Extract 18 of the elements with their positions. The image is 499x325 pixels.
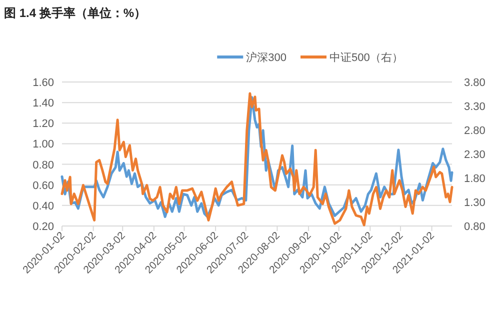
y-tick-label: 1.20 <box>32 118 54 130</box>
y-tick-label: 0.60 <box>32 180 54 192</box>
legend-label: 沪深300 <box>246 51 286 64</box>
y-tick-label: 1.60 <box>32 77 54 89</box>
y2-tick-label: 2.30 <box>464 149 486 161</box>
chart-title: 图 1.4 换手率（单位：%） <box>4 6 146 20</box>
y-tick-label: 0.40 <box>32 200 54 212</box>
y2-tick-label: 0.80 <box>464 221 486 233</box>
y-tick-label: 0.20 <box>32 221 54 233</box>
y2-tick-label: 1.30 <box>464 197 486 209</box>
y2-tick-label: 1.80 <box>464 173 486 185</box>
y2-tick-label: 2.80 <box>464 125 486 137</box>
y2-tick-label: 3.30 <box>464 101 486 113</box>
y-tick-label: 1.40 <box>32 98 54 110</box>
y-tick-label: 1.00 <box>32 138 54 151</box>
y2-tick-label: 3.80 <box>464 77 486 89</box>
y-tick-label: 0.80 <box>32 159 54 172</box>
legend-label: 中证500（右） <box>330 51 403 64</box>
